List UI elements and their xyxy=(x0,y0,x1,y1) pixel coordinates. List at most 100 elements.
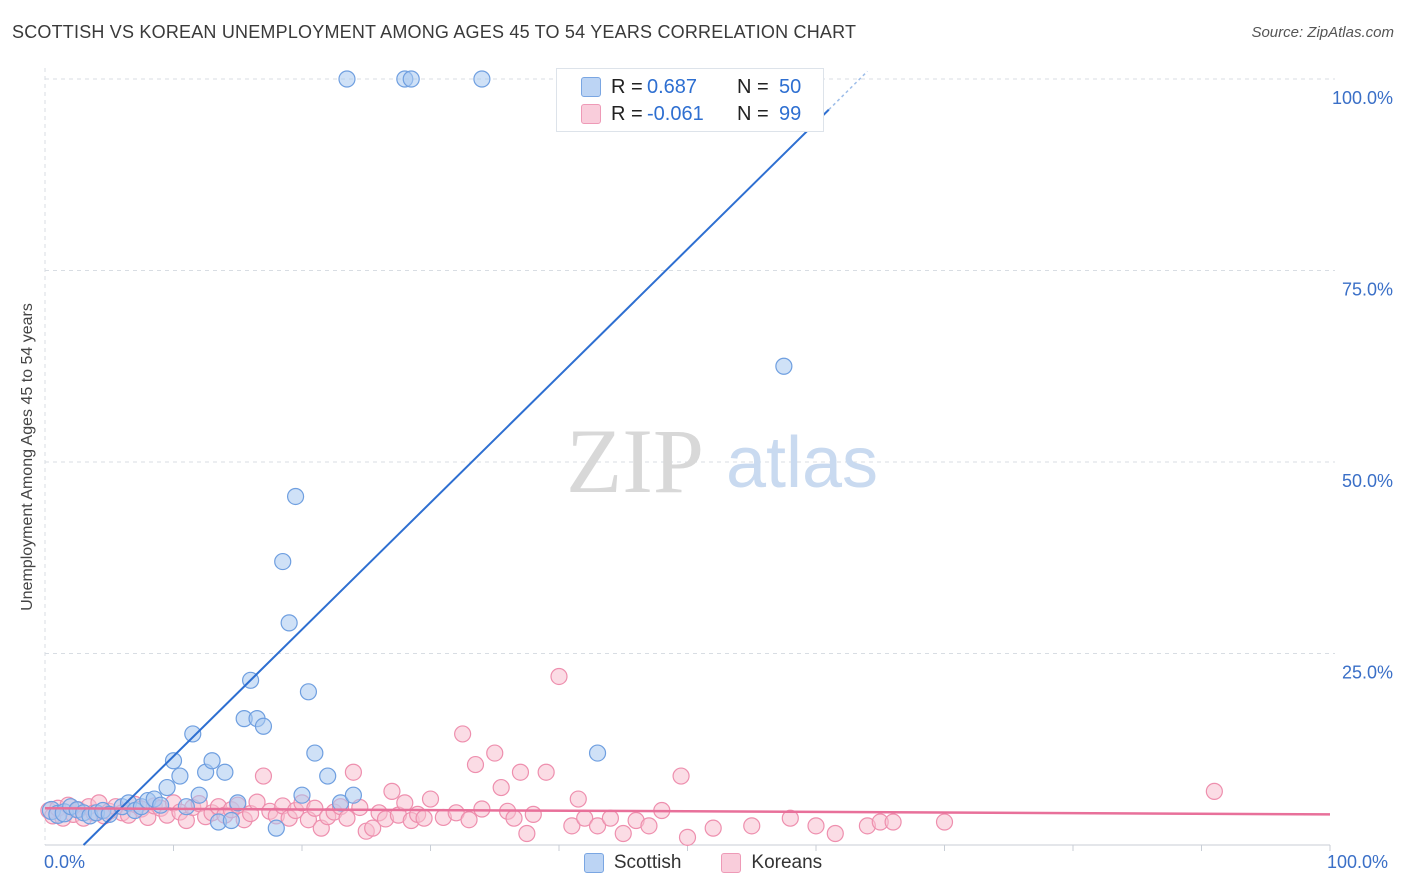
watermark-atlas: atlas xyxy=(726,423,878,503)
scottish-legend-label: Scottish xyxy=(613,852,682,873)
scottish-point xyxy=(402,70,420,88)
scottish-point xyxy=(203,752,221,770)
scottish-point xyxy=(100,805,118,823)
source-label: Source: ZipAtlas.com xyxy=(1251,24,1394,41)
scottish-trend-extension xyxy=(828,70,868,111)
scottish-point xyxy=(229,794,247,812)
scottish-point xyxy=(184,725,202,743)
korean-point xyxy=(473,800,491,818)
koreans-legend-swatch xyxy=(721,853,742,873)
korean-point xyxy=(415,809,433,827)
x-tick-min: 0.0% xyxy=(44,852,86,872)
scottish-point xyxy=(254,717,273,735)
korean-point xyxy=(466,755,485,774)
legend-item-scottish: Scottish xyxy=(583,852,682,874)
y-tick-label: 50.0% xyxy=(1342,471,1393,491)
korean-point xyxy=(511,763,530,781)
scottish-n-value: 50 xyxy=(779,75,802,98)
korean-point xyxy=(454,725,472,743)
watermark-zip: ZIP xyxy=(566,410,704,512)
korean-point xyxy=(935,813,954,831)
scottish-points xyxy=(41,70,793,837)
korean-point xyxy=(614,824,632,843)
y-tick-label: 75.0% xyxy=(1342,280,1393,300)
scottish-swatch xyxy=(581,77,601,97)
y-tick-labels: 25.0% 50.0% 75.0% 100.0% xyxy=(1332,88,1393,683)
trend-lines xyxy=(44,70,1331,846)
chart-title: SCOTTISH VS KOREAN UNEMPLOYMENT AMONG AG… xyxy=(12,22,857,42)
scottish-point xyxy=(267,819,285,837)
x-tick-max: 100.0% xyxy=(1327,852,1389,872)
scottish-point xyxy=(338,70,356,88)
korean-point xyxy=(563,817,581,835)
scottish-point xyxy=(344,786,362,804)
korean-point xyxy=(254,767,273,785)
correlation-legend: R = 0.687 N = 50 R = -0.061 N = 99 xyxy=(556,68,824,132)
korean-point xyxy=(569,790,587,808)
scottish-r-label: R = xyxy=(611,75,643,98)
scottish-r-value: 0.687 xyxy=(647,75,698,98)
korean-point xyxy=(338,809,356,827)
koreans-trend-line xyxy=(44,806,1331,816)
koreans-r-value: -0.061 xyxy=(647,102,704,125)
koreans-n-value: 99 xyxy=(779,102,802,125)
scottish-point xyxy=(588,744,607,762)
series-legend: Scottish Koreans xyxy=(0,852,1406,874)
koreans-r-label: R = xyxy=(611,102,643,125)
scottish-point xyxy=(293,786,311,804)
korean-point xyxy=(524,805,542,823)
koreans-legend-label: Koreans xyxy=(751,852,823,873)
korean-point xyxy=(640,817,658,835)
y-tick-label: 100.0% xyxy=(1332,88,1393,108)
korean-point xyxy=(588,817,607,835)
legend-row-scottish: R = 0.687 N = 50 xyxy=(581,75,801,99)
scottish-point xyxy=(274,552,292,571)
korean-point xyxy=(344,763,362,781)
korean-point xyxy=(781,809,799,827)
korean-point xyxy=(518,824,536,843)
korean-point xyxy=(486,744,504,762)
korean-point xyxy=(743,817,761,835)
korean-point xyxy=(537,763,555,781)
scottish-point xyxy=(222,811,240,830)
scottish-point xyxy=(190,786,208,804)
korean-point xyxy=(492,778,510,797)
scottish-point xyxy=(306,744,324,762)
korean-point xyxy=(884,813,902,831)
korean-point xyxy=(364,819,382,837)
korean-point xyxy=(383,782,401,800)
scottish-point xyxy=(158,778,176,797)
scottish-n-label: N = xyxy=(737,75,769,98)
koreans-swatch xyxy=(581,104,601,124)
korean-point xyxy=(826,824,844,843)
korean-point xyxy=(460,811,478,829)
scottish-point xyxy=(216,763,234,781)
scottish-point xyxy=(299,683,318,701)
korean-point xyxy=(807,817,825,835)
korean-point xyxy=(421,790,440,808)
korean-point xyxy=(601,809,620,827)
scottish-trend-line xyxy=(82,108,830,846)
korean-point xyxy=(550,667,568,686)
scottish-point xyxy=(286,487,305,506)
scottish-point xyxy=(171,767,189,785)
scottish-point xyxy=(775,357,793,375)
legend-item-koreans: Koreans xyxy=(721,852,822,874)
korean-point xyxy=(672,767,690,785)
scottish-point xyxy=(280,614,298,632)
korean-point xyxy=(704,819,722,837)
korean-point xyxy=(1205,782,1223,800)
scottish-point xyxy=(473,70,491,88)
koreans-n-label: N = xyxy=(737,102,769,125)
scottish-point xyxy=(152,796,170,814)
korean-point xyxy=(505,809,523,827)
korean-point xyxy=(678,828,697,846)
korean-point xyxy=(396,794,414,812)
scottish-point xyxy=(164,752,183,770)
scottish-point xyxy=(319,767,337,785)
scottish-legend-swatch xyxy=(583,853,604,873)
y-tick-label: 25.0% xyxy=(1342,663,1393,683)
scottish-point xyxy=(177,798,195,816)
legend-row-koreans: R = -0.061 N = 99 xyxy=(581,102,801,126)
